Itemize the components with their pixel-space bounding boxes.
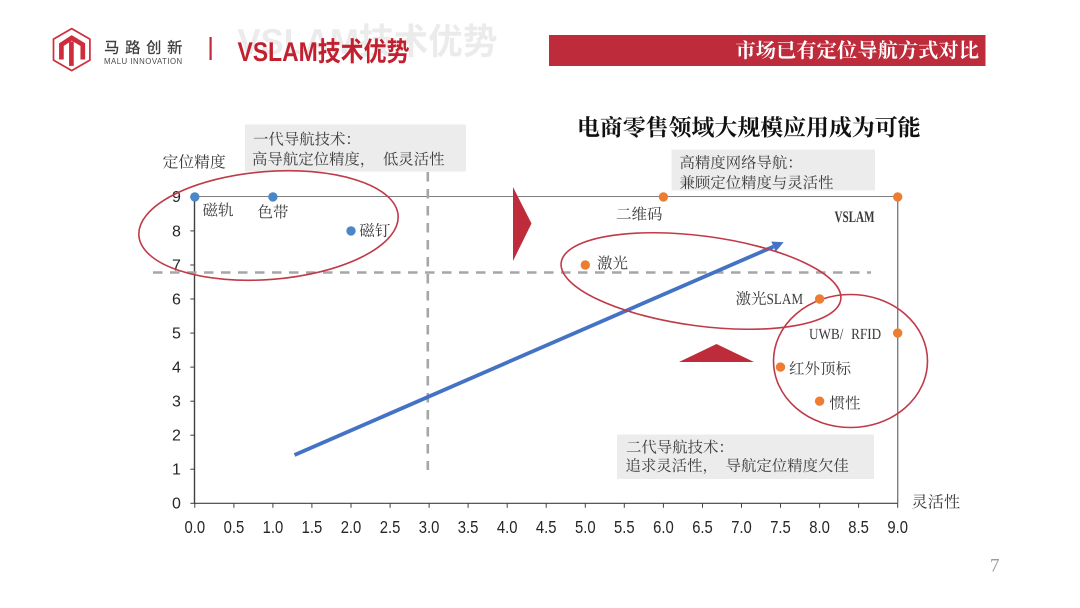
svg-text:7.0: 7.0 [731, 517, 752, 537]
svg-text:1.0: 1.0 [263, 517, 284, 537]
svg-text:6: 6 [172, 291, 181, 308]
svg-text:1.5: 1.5 [302, 517, 323, 537]
svg-text:3: 3 [172, 394, 181, 411]
svg-text:5.5: 5.5 [614, 517, 635, 537]
svg-text:2: 2 [172, 428, 181, 445]
svg-text:4.0: 4.0 [497, 517, 518, 537]
svg-text:0.5: 0.5 [224, 517, 245, 537]
svg-text:7: 7 [990, 556, 1000, 577]
svg-text:6.5: 6.5 [692, 517, 713, 537]
svg-text:2.5: 2.5 [380, 517, 401, 537]
svg-text:3.5: 3.5 [458, 517, 479, 537]
svg-text:0.0: 0.0 [185, 517, 206, 537]
svg-text:4: 4 [172, 360, 181, 377]
svg-text:4.5: 4.5 [536, 517, 557, 537]
svg-text:7.5: 7.5 [770, 517, 791, 537]
svg-text:MALU INNOVATION: MALU INNOVATION [104, 57, 183, 66]
svg-text:7: 7 [172, 257, 181, 274]
svg-text:9: 9 [172, 189, 181, 206]
svg-text:8: 8 [172, 223, 181, 240]
svg-text:2.0: 2.0 [341, 517, 362, 537]
svg-text:5: 5 [172, 325, 181, 342]
svg-text:8.0: 8.0 [809, 517, 830, 537]
svg-text:8.5: 8.5 [848, 517, 869, 537]
svg-text:6.0: 6.0 [653, 517, 674, 537]
svg-text:5.0: 5.0 [575, 517, 596, 537]
svg-text:9.0: 9.0 [887, 517, 908, 537]
svg-text:1: 1 [172, 462, 181, 479]
svg-text:0: 0 [172, 496, 181, 513]
svg-text:3.0: 3.0 [419, 517, 440, 537]
